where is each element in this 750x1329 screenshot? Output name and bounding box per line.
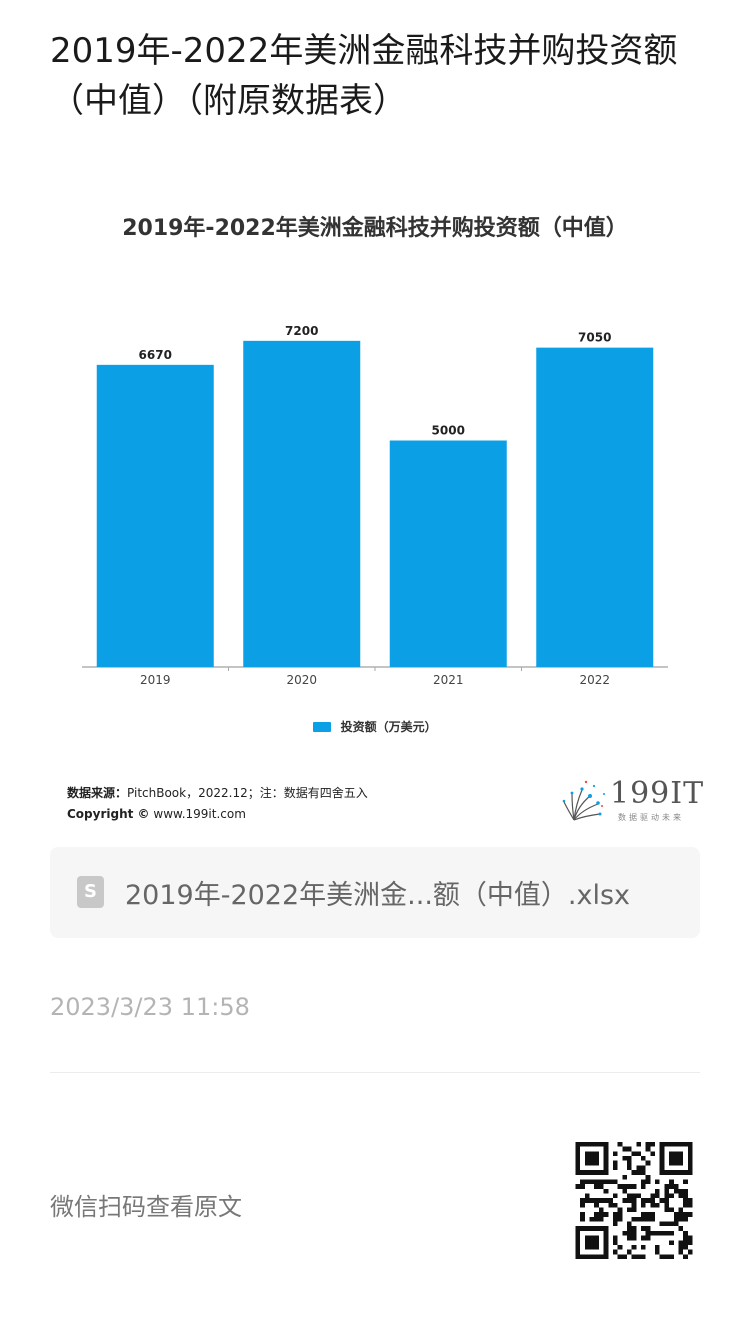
spreadsheet-file-icon: S	[77, 876, 104, 908]
data-label-2019: 6670	[139, 348, 172, 362]
legend-label: 投资额（万美元）	[340, 720, 437, 734]
attachment-filename[interactable]: 2019年-2022年美洲金...额（中值）.xlsx	[125, 880, 631, 911]
copyright-text: www.199it.com	[153, 807, 246, 821]
brand-logo: 199IT 数据驱动未来	[560, 776, 703, 824]
chart-card: 2019年-2022年美洲金融科技并购投资额（中值） 6670 2019 7200 2…	[40, 190, 710, 830]
timestamp: 2023/3/23 11:58	[50, 993, 250, 1021]
data-label-2021: 5000	[432, 424, 465, 438]
x-tick-label-2021: 2021	[433, 673, 464, 687]
bar-2022	[536, 347, 654, 667]
data-label-2022: 7050	[578, 331, 611, 345]
bar-2021	[389, 440, 507, 667]
divider	[50, 1072, 700, 1073]
source-block: 数据来源：PitchBook，2022.12；注：数据有四舍五入 Copyrig…	[67, 783, 368, 825]
qr-caption: 微信扫码查看原文	[50, 1193, 242, 1221]
copyright-line: Copyright © www.199it.com	[67, 804, 368, 825]
chart-title: 2019年-2022年美洲金融科技并购投资额（中值）	[122, 216, 628, 241]
chart-legend: 投资额（万美元）	[40, 718, 710, 735]
bar-2019	[96, 364, 214, 667]
data-label-2020: 7200	[285, 324, 318, 338]
bar-chart: 6670 2019 7200 2020 5000 2021 7050 2022	[82, 324, 668, 687]
source-label: 数据来源：	[67, 786, 128, 800]
logo-subtitle: 数据驱动未来	[618, 813, 684, 822]
dandelion-logo-icon	[562, 780, 605, 821]
x-tick-label-2022: 2022	[579, 673, 610, 687]
legend-swatch	[313, 721, 332, 732]
copyright-label: Copyright ©	[67, 807, 150, 821]
x-tick-label-2019: 2019	[140, 673, 171, 687]
source-text: PitchBook，2022.12；注：数据有四舍五入	[127, 786, 368, 800]
attachment-card[interactable]: S 2019年-2022年美洲金...额（中值）.xlsx	[50, 847, 700, 938]
source-line: 数据来源：PitchBook，2022.12；注：数据有四舍五入	[67, 783, 368, 804]
qr-code-icon[interactable]	[574, 1142, 694, 1259]
bar-2020	[243, 340, 361, 667]
x-tick-label-2020: 2020	[286, 673, 317, 687]
page-title: 2019年-2022年美洲金融科技并购投资额（中值）（附原数据表）	[50, 31, 678, 121]
logo-text: 199IT	[610, 776, 705, 811]
